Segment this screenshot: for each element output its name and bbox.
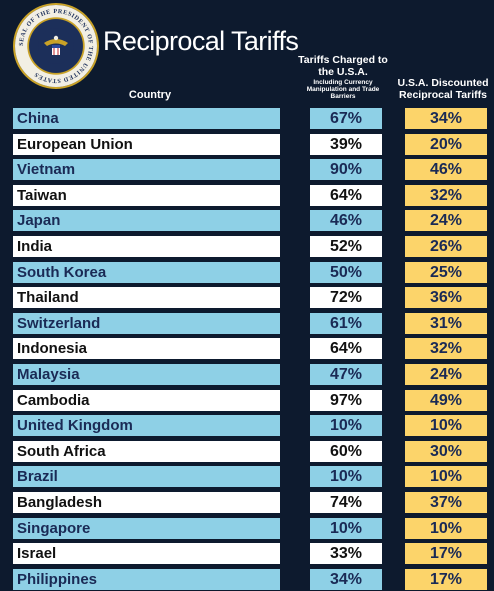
country-cell: Malaysia	[13, 364, 280, 385]
table-row: Bangladesh 74% 37%	[0, 492, 494, 514]
country-cell: Bangladesh	[13, 492, 280, 513]
tariff-charged-cell: 67%	[310, 108, 382, 129]
tariff-charged-cell: 64%	[310, 184, 382, 206]
tariff-charged-cell: 50%	[310, 261, 382, 283]
header-country: Country	[128, 89, 172, 101]
page-title: Reciprocal Tariffs	[103, 26, 299, 56]
tariff-charged-cell: 47%	[310, 364, 382, 385]
table-row: Israel 33% 17%	[0, 543, 494, 565]
tariff-charged-cell: 90%	[310, 159, 382, 181]
country-cell: Switzerland	[13, 312, 280, 334]
tariff-charged-cell: 10%	[310, 517, 382, 539]
table-row: Singapore 10% 10%	[0, 517, 494, 540]
discounted-tariff-cell: 10%	[405, 415, 487, 437]
tariff-charged-cell: 10%	[310, 466, 382, 488]
table-row: South Africa 60% 30%	[0, 440, 494, 463]
table-row: Malaysia 47% 24%	[0, 364, 494, 386]
country-cell: Japan	[13, 210, 280, 232]
country-cell: European Union	[13, 133, 280, 155]
country-cell: Singapore	[13, 517, 280, 539]
country-cell: Vietnam	[13, 159, 280, 181]
tariff-charged-cell: 33%	[310, 543, 382, 565]
table-row: Brazil 10% 10%	[0, 466, 494, 488]
discounted-tariff-cell: 25%	[405, 261, 487, 283]
table-row: China 67% 34%	[0, 108, 494, 130]
discounted-tariff-cell: 10%	[405, 466, 487, 488]
table-row: Switzerland 61% 31%	[0, 312, 494, 335]
tariff-charged-cell: 52%	[310, 236, 382, 257]
country-cell: South Korea	[13, 261, 280, 283]
discounted-tariff-cell: 26%	[405, 236, 487, 257]
table-row: United Kingdom 10% 10%	[0, 415, 494, 437]
tariff-charged-cell: 34%	[310, 568, 382, 590]
country-cell: China	[13, 108, 280, 129]
tariff-charged-cell: 61%	[310, 312, 382, 334]
table-row: Taiwan 64% 32%	[0, 184, 494, 207]
table-row: Indonesia 64% 32%	[0, 338, 494, 360]
discounted-tariff-cell: 32%	[405, 184, 487, 206]
tariff-charged-cell: 10%	[310, 415, 382, 437]
eagle-icon: SEAL OF THE PRESIDENT OF THE UNITED STAT…	[18, 8, 94, 84]
country-cell: Cambodia	[13, 389, 280, 411]
table-row: European Union 39% 20%	[0, 133, 494, 156]
discounted-tariff-cell: 31%	[405, 312, 487, 334]
discounted-tariff-cell: 34%	[405, 108, 487, 129]
discounted-tariff-cell: 20%	[405, 133, 487, 155]
discounted-tariff-cell: 17%	[405, 543, 487, 565]
header-tariffs-charged: Tariffs Charged to the U.S.A. Including …	[296, 54, 390, 100]
country-cell: Thailand	[13, 287, 280, 309]
table-row: Philippines 34% 17%	[0, 568, 494, 591]
table-row: South Korea 50% 25%	[0, 261, 494, 284]
discounted-tariff-cell: 32%	[405, 338, 487, 360]
discounted-tariff-cell: 36%	[405, 287, 487, 309]
country-cell: Indonesia	[13, 338, 280, 360]
tariff-charged-cell: 39%	[310, 133, 382, 155]
table-row: Cambodia 97% 49%	[0, 389, 494, 412]
country-cell: United Kingdom	[13, 415, 280, 437]
tariff-charged-cell: 46%	[310, 210, 382, 232]
discounted-tariff-cell: 17%	[405, 568, 487, 590]
table-row: India 52% 26%	[0, 236, 494, 258]
country-cell: Brazil	[13, 466, 280, 488]
discounted-tariff-cell: 10%	[405, 517, 487, 539]
tariff-charged-cell: 74%	[310, 492, 382, 513]
table-row: Thailand 72% 36%	[0, 287, 494, 309]
country-cell: Taiwan	[13, 184, 280, 206]
discounted-tariff-cell: 30%	[405, 440, 487, 462]
discounted-tariff-cell: 24%	[405, 364, 487, 385]
country-cell: India	[13, 236, 280, 257]
discounted-tariff-cell: 37%	[405, 492, 487, 513]
tariff-charged-cell: 64%	[310, 338, 382, 360]
table-row: Japan 46% 24%	[0, 210, 494, 232]
table-row: Vietnam 90% 46%	[0, 159, 494, 181]
header-charged-note: Including Currency Manipulation and Trad…	[306, 78, 380, 100]
presidential-seal: SEAL OF THE PRESIDENT OF THE UNITED STAT…	[15, 5, 97, 87]
tariff-charged-cell: 60%	[310, 440, 382, 462]
discounted-tariff-cell: 24%	[405, 210, 487, 232]
country-cell: Israel	[13, 543, 280, 565]
header-charged-label: Tariffs Charged to the U.S.A.	[298, 54, 388, 78]
country-cell: Philippines	[13, 568, 280, 590]
tariff-charged-cell: 97%	[310, 389, 382, 411]
tariff-charged-cell: 72%	[310, 287, 382, 309]
discounted-tariff-cell: 49%	[405, 389, 487, 411]
country-cell: South Africa	[13, 440, 280, 462]
header-discounted: U.S.A. Discounted Reciprocal Tariffs	[397, 77, 489, 101]
discounted-tariff-cell: 46%	[405, 159, 487, 181]
